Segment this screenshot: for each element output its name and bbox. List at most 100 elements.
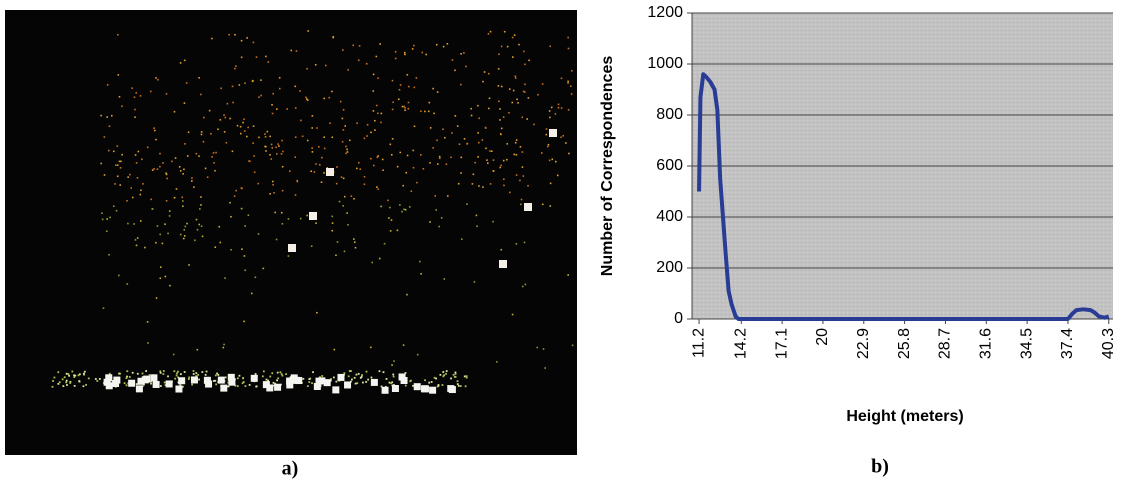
landmark [274, 384, 281, 391]
point [370, 347, 372, 349]
point [106, 230, 108, 232]
point [513, 154, 515, 156]
point [496, 361, 498, 363]
point [265, 136, 267, 138]
point [157, 79, 159, 81]
point [66, 373, 68, 375]
point [376, 56, 378, 58]
point [391, 364, 393, 366]
point [433, 113, 435, 115]
point [377, 113, 379, 115]
point [288, 255, 290, 257]
point [205, 374, 207, 376]
point [359, 168, 361, 170]
point [138, 151, 140, 153]
point [295, 136, 297, 138]
point [412, 150, 414, 152]
point [546, 134, 548, 136]
point [173, 370, 175, 372]
point [447, 43, 449, 45]
point [271, 104, 273, 106]
point [99, 378, 101, 380]
point [482, 81, 484, 83]
point [476, 215, 478, 217]
point [183, 238, 185, 240]
point [188, 377, 190, 379]
point [302, 378, 304, 380]
point [393, 376, 395, 378]
point [408, 86, 410, 88]
point [165, 276, 167, 278]
point [347, 69, 349, 71]
point [276, 153, 278, 155]
point [432, 147, 434, 149]
point [438, 384, 440, 386]
point [478, 117, 480, 119]
point [561, 107, 563, 109]
point [193, 370, 195, 372]
point [519, 180, 521, 182]
landmark [332, 386, 339, 393]
point [277, 377, 279, 379]
point [252, 142, 254, 144]
point [274, 212, 276, 214]
point [517, 102, 519, 104]
landmark [447, 385, 454, 392]
point [130, 187, 132, 189]
point [413, 167, 415, 169]
point [470, 108, 472, 110]
landmark [524, 203, 532, 211]
landmark [392, 385, 399, 392]
point [339, 201, 341, 203]
point [162, 162, 164, 164]
point [267, 131, 269, 133]
point [241, 208, 243, 210]
point [201, 134, 203, 136]
landmark [344, 381, 351, 388]
point [184, 60, 186, 62]
point [478, 185, 480, 187]
landmark [263, 381, 270, 388]
point [515, 76, 517, 78]
point [444, 137, 446, 139]
point [299, 90, 301, 92]
point [379, 258, 381, 260]
point [246, 136, 248, 138]
point [136, 162, 138, 164]
point [167, 375, 169, 377]
point [321, 375, 323, 377]
point [109, 217, 111, 219]
point [244, 130, 246, 132]
point [488, 108, 490, 110]
point [450, 378, 452, 380]
point [126, 200, 128, 202]
point [269, 193, 271, 195]
point [420, 110, 422, 112]
point [133, 223, 135, 225]
point [276, 239, 278, 241]
point [568, 153, 570, 155]
point [344, 251, 346, 253]
point [186, 223, 188, 225]
point [132, 372, 134, 374]
point [176, 375, 178, 377]
point [281, 212, 283, 214]
point [504, 31, 506, 33]
point [346, 149, 348, 151]
point [191, 384, 193, 386]
point [226, 142, 228, 144]
point [465, 385, 467, 387]
point [353, 198, 355, 200]
point [508, 112, 510, 114]
point [389, 207, 391, 209]
point [182, 200, 184, 202]
landmark [128, 380, 135, 387]
point [121, 105, 123, 107]
point [328, 97, 330, 99]
page: a) b) Height (meters) Number of Correspo… [0, 0, 1123, 489]
point [417, 354, 419, 356]
point [272, 184, 274, 186]
point [197, 374, 199, 376]
point [240, 126, 242, 128]
point [296, 50, 298, 52]
